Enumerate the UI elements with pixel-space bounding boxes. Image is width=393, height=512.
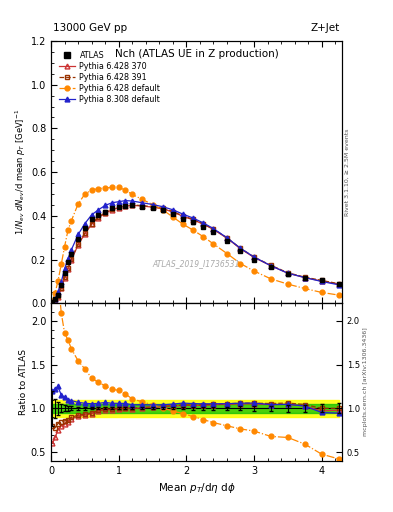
Y-axis label: Rivet 3.1.10, ≥ 2.5M events: Rivet 3.1.10, ≥ 2.5M events <box>345 129 350 216</box>
Text: 13000 GeV pp: 13000 GeV pp <box>53 23 127 33</box>
Y-axis label: $1/N_{ev}$ $dN_{ev}$/d mean $p_T$ $[\mathrm{GeV}]^{-1}$: $1/N_{ev}$ $dN_{ev}$/d mean $p_T$ $[\mat… <box>14 109 28 236</box>
Text: ATLAS_2019_I1736531: ATLAS_2019_I1736531 <box>153 260 240 268</box>
Y-axis label: Ratio to ATLAS: Ratio to ATLAS <box>19 349 28 415</box>
Text: Z+Jet: Z+Jet <box>311 23 340 33</box>
Y-axis label: mcplots.cern.ch [arXiv:1306.3436]: mcplots.cern.ch [arXiv:1306.3436] <box>363 328 368 436</box>
Legend: ATLAS, Pythia 6.428 370, Pythia 6.428 391, Pythia 6.428 default, Pythia 8.308 de: ATLAS, Pythia 6.428 370, Pythia 6.428 39… <box>57 49 163 106</box>
X-axis label: Mean $p_T$/d$\eta$ d$\phi$: Mean $p_T$/d$\eta$ d$\phi$ <box>158 481 235 495</box>
Text: Nch (ATLAS UE in Z production): Nch (ATLAS UE in Z production) <box>115 49 278 59</box>
